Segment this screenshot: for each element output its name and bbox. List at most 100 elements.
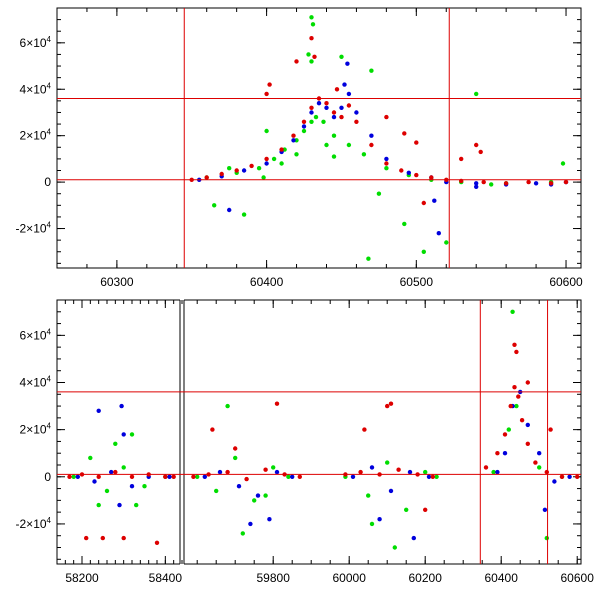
x-tick-label: 60600 — [561, 571, 595, 585]
data-point — [96, 502, 101, 508]
data-point — [274, 401, 280, 406]
data-point — [324, 142, 329, 148]
data-point — [481, 179, 486, 185]
data-point — [474, 184, 479, 189]
data-point — [309, 119, 314, 125]
x-tick-label: 60400 — [485, 571, 519, 585]
data-point — [234, 168, 239, 173]
data-point — [113, 469, 118, 475]
data-point — [163, 474, 168, 479]
data-point — [309, 15, 314, 20]
data-point — [512, 342, 517, 347]
data-point — [297, 474, 302, 479]
data-point — [279, 147, 284, 152]
data-point — [552, 479, 557, 484]
x-tick-label: 60400 — [250, 275, 284, 289]
data-point — [369, 521, 375, 527]
y-tick-label: -2×104 — [16, 221, 52, 236]
data-point — [533, 181, 539, 186]
data-point — [404, 507, 409, 512]
data-point — [316, 101, 322, 106]
data-point — [212, 203, 217, 208]
data-point — [346, 103, 352, 108]
data-point — [350, 474, 356, 479]
data-point — [241, 168, 247, 173]
data-point — [421, 249, 426, 254]
y-tick-label: 2×104 — [20, 128, 52, 143]
data-point — [369, 465, 375, 470]
data-point — [345, 61, 350, 66]
data-point — [312, 54, 317, 59]
data-point — [508, 403, 513, 409]
y-tick-label: 4×104 — [20, 81, 52, 96]
data-point — [301, 128, 307, 134]
data-point — [271, 465, 276, 470]
data-point — [525, 422, 530, 428]
y-tick-label: 6×104 — [20, 35, 52, 50]
data-point — [225, 469, 230, 475]
data-point — [255, 493, 261, 498]
data-points — [67, 309, 580, 550]
data-point — [121, 465, 126, 470]
data-point — [96, 474, 101, 479]
data-point — [526, 179, 531, 185]
data-point — [225, 403, 230, 409]
data-point — [236, 484, 242, 489]
data-point — [376, 191, 382, 196]
data-point — [377, 517, 382, 522]
data-point — [514, 349, 519, 355]
data-point — [334, 87, 340, 92]
data-point — [214, 488, 219, 494]
data-point — [362, 427, 367, 432]
data-point — [502, 432, 508, 437]
y-tick-label: 0 — [44, 175, 51, 189]
data-point — [129, 484, 135, 489]
data-point — [560, 161, 566, 166]
data-point — [267, 517, 272, 522]
data-point — [361, 152, 367, 157]
data-point — [342, 82, 347, 87]
data-point — [67, 474, 72, 479]
data-point — [309, 105, 314, 111]
data-point — [346, 91, 352, 97]
data-point — [256, 166, 262, 171]
data-point — [384, 156, 389, 162]
data-point — [421, 200, 426, 206]
y-tick-label: 2×104 — [20, 422, 52, 437]
data-point — [313, 114, 319, 120]
x-tick-label: 60000 — [333, 571, 367, 585]
data-point — [113, 441, 118, 446]
data-point — [514, 403, 519, 409]
data-point — [219, 171, 224, 177]
data-point — [559, 474, 565, 479]
data-point — [414, 172, 419, 178]
data-point — [502, 451, 508, 456]
data-point — [384, 161, 389, 166]
x-tick-label: 60500 — [400, 275, 434, 289]
data-point — [495, 451, 500, 456]
data-point — [75, 474, 81, 479]
data-point — [366, 493, 371, 498]
data-point — [459, 156, 464, 162]
data-point — [264, 161, 269, 166]
data-point — [301, 119, 307, 125]
data-point — [384, 166, 389, 171]
data-point — [204, 175, 209, 180]
data-point — [407, 469, 413, 475]
data-point — [92, 479, 97, 484]
data-point — [202, 474, 207, 479]
data-point — [310, 22, 316, 27]
data-point — [548, 427, 553, 432]
data-point — [548, 181, 554, 186]
data-point — [369, 133, 374, 138]
data-point — [210, 427, 215, 432]
data-point — [331, 114, 337, 120]
data-point — [267, 82, 272, 87]
data-point — [339, 54, 344, 59]
data-point — [263, 493, 268, 498]
data-point — [264, 128, 269, 134]
data-point — [491, 469, 496, 475]
data-point — [537, 465, 542, 470]
data-point — [339, 105, 344, 111]
